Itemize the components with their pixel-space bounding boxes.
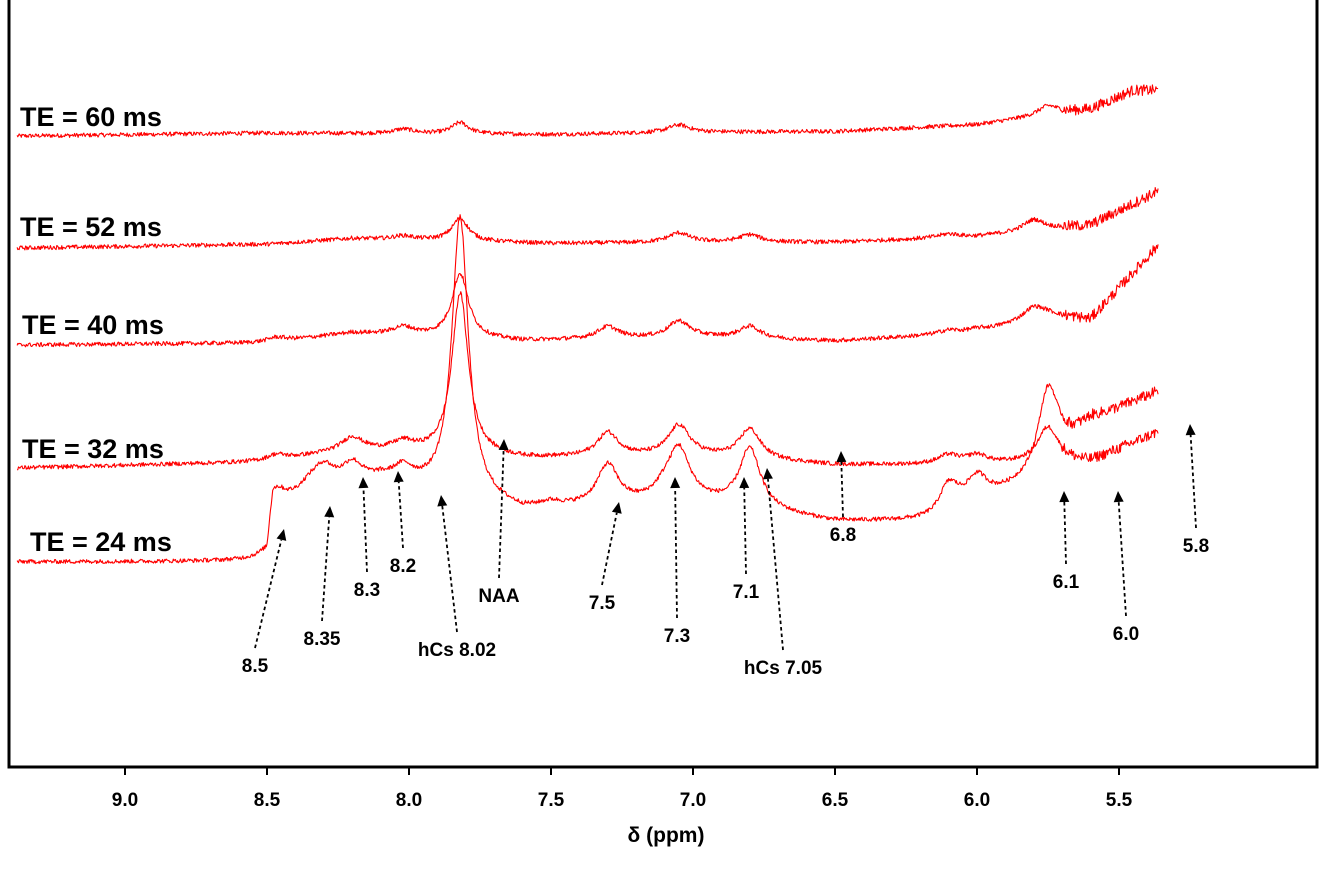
peak-annotation: 7.1 bbox=[733, 477, 760, 603]
peak-annotations: 8.5 8.35 8.3 8.2 hCs 8.02 NAA 7.5 7.3 7.1 hCs 7.0… bbox=[242, 424, 1209, 679]
plot-frame bbox=[7, 0, 1319, 769]
peak-annotation: 7.3 bbox=[664, 477, 690, 647]
peak-label: 8.5 bbox=[242, 656, 269, 677]
spectrum-trace bbox=[16, 84, 1159, 139]
peak-label: 7.1 bbox=[733, 582, 760, 603]
annotation-arrow-head bbox=[762, 468, 773, 480]
x-tick-label: 5.5 bbox=[1106, 790, 1133, 811]
x-tick-label: 8.5 bbox=[254, 790, 281, 811]
series-label: TE = 60 ms bbox=[20, 102, 162, 132]
peak-annotation: hCs 8.02 bbox=[418, 495, 496, 661]
x-tick-label: 7.0 bbox=[680, 790, 706, 811]
spectrum-trace bbox=[16, 214, 1159, 565]
peak-annotation: 6.8 bbox=[830, 451, 856, 546]
series-label: TE = 32 ms bbox=[22, 434, 164, 464]
peak-annotation: 8.35 bbox=[304, 506, 341, 650]
annotation-arrow-line bbox=[1117, 501, 1127, 617]
peak-label: 8.3 bbox=[354, 580, 380, 601]
peak-annotation: 7.5 bbox=[589, 502, 622, 614]
annotation-arrow-line bbox=[743, 487, 747, 575]
annotation-arrow-head bbox=[324, 506, 335, 518]
series-label: TE = 40 ms bbox=[22, 310, 164, 340]
peak-annotation: hCs 7.05 bbox=[744, 468, 823, 679]
x-tick-label: 9.0 bbox=[112, 790, 138, 811]
peak-annotation: 6.1 bbox=[1053, 491, 1080, 593]
x-tick-label: 8.0 bbox=[396, 790, 422, 811]
annotation-arrow-head bbox=[836, 451, 847, 463]
peak-label: 7.3 bbox=[664, 626, 690, 647]
annotation-arrow-head bbox=[498, 439, 509, 451]
annotation-arrow-head bbox=[437, 495, 448, 507]
annotation-arrow-line bbox=[601, 512, 618, 586]
peak-annotation: 6.0 bbox=[1113, 491, 1139, 645]
annotation-arrow-head bbox=[1185, 424, 1196, 436]
peak-label: 6.1 bbox=[1053, 572, 1080, 593]
spectrum-trace bbox=[16, 244, 1159, 348]
peak-label: 5.8 bbox=[1183, 536, 1209, 557]
peak-annotation: 5.8 bbox=[1183, 424, 1209, 557]
annotation-arrow-head bbox=[670, 477, 681, 489]
x-tick-label: 6.5 bbox=[822, 790, 849, 811]
annotation-arrow-line bbox=[397, 481, 404, 549]
annotation-arrow-head bbox=[276, 529, 287, 541]
peak-label: 8.35 bbox=[304, 629, 341, 650]
x-axis-title: δ (ppm) bbox=[628, 824, 705, 847]
annotation-arrow-head bbox=[358, 477, 369, 489]
annotation-arrow-head bbox=[739, 477, 750, 489]
peak-label: 7.5 bbox=[589, 593, 616, 614]
annotation-arrow-line bbox=[498, 449, 505, 579]
peak-label: 8.2 bbox=[390, 556, 416, 577]
annotation-arrow-line bbox=[1063, 501, 1067, 565]
annotation-arrow-line bbox=[767, 478, 784, 651]
annotation-arrow-line bbox=[1189, 434, 1197, 529]
spectrum-trace bbox=[16, 291, 1159, 471]
x-tick-label: 7.5 bbox=[538, 790, 565, 811]
x-axis: 9.0 8.5 8.0 7.5 7.0 6.5 6.0 5.5 bbox=[112, 767, 1133, 811]
annotation-arrow-head bbox=[393, 471, 404, 483]
spectra-traces bbox=[16, 84, 1159, 565]
peak-label: hCs 7.05 bbox=[744, 658, 823, 679]
annotation-arrow-line bbox=[362, 487, 368, 573]
peak-annotation: 8.2 bbox=[390, 471, 416, 577]
echo-time-labels: TE = 60 ms TE = 52 ms TE = 40 ms TE = 32 ms… bbox=[20, 102, 172, 557]
annotation-arrow-line bbox=[321, 516, 331, 622]
peak-label: 6.0 bbox=[1113, 624, 1139, 645]
series-label: TE = 24 ms bbox=[30, 527, 172, 557]
annotation-arrow-head bbox=[1113, 491, 1124, 503]
annotation-arrow-line bbox=[441, 505, 458, 633]
annotation-arrow-head bbox=[611, 502, 622, 514]
peak-annotation: NAA bbox=[478, 439, 520, 607]
peak-label: 6.8 bbox=[830, 525, 856, 546]
series-label: TE = 52 ms bbox=[20, 212, 162, 242]
peak-annotation: 8.3 bbox=[354, 477, 380, 601]
spectrum-trace bbox=[16, 187, 1159, 251]
peak-label: hCs 8.02 bbox=[418, 640, 496, 661]
annotation-arrow-head bbox=[1059, 491, 1070, 503]
annotation-arrow-line bbox=[674, 487, 678, 619]
annotation-arrow-line bbox=[840, 461, 844, 518]
x-tick-label: 6.0 bbox=[964, 790, 990, 811]
annotation-arrow-line bbox=[254, 539, 283, 649]
peak-label: NAA bbox=[478, 586, 519, 607]
peak-annotation: 8.5 bbox=[242, 529, 287, 677]
